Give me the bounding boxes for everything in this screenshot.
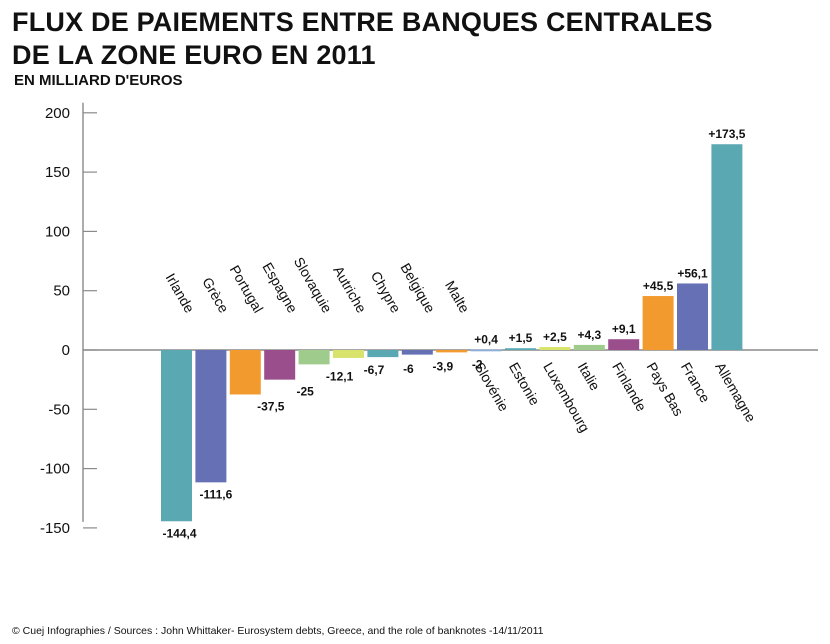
data-label: -3,9: [432, 360, 453, 374]
bar-group: -144,4 Irlande: [161, 270, 198, 540]
data-label: +9,1: [612, 322, 636, 336]
bar: [333, 350, 364, 358]
data-label: -12,1: [326, 369, 354, 383]
bar: [505, 348, 536, 351]
x-tick-label: Portugal: [227, 262, 267, 315]
x-tick-label: Chypre: [368, 268, 405, 315]
x-tick-label: Malte: [442, 278, 473, 316]
bar-group: -2 Malte: [436, 278, 483, 371]
bar: [573, 344, 605, 350]
bar: [436, 350, 468, 353]
bar: [401, 350, 433, 355]
data-label: +2,5: [543, 330, 567, 344]
bar: [195, 350, 227, 483]
y-tick-label: -100: [40, 461, 70, 478]
data-label: -6,7: [364, 363, 385, 377]
chart-title: FLUX DE PAIEMENTS ENTRE BANQUES CENTRALE…: [12, 6, 713, 72]
data-label: +4,3: [577, 328, 601, 342]
data-label: -144,4: [162, 526, 196, 540]
data-label: +1,5: [509, 331, 533, 345]
y-tick-label: -50: [48, 401, 70, 418]
y-tick-label: 150: [45, 164, 70, 181]
data-label: -2: [472, 357, 483, 371]
y-tick-label: -150: [40, 520, 70, 537]
x-tick-label: Allemagne: [712, 360, 759, 425]
chart-subtitle: EN MILLIARD D'EUROS: [14, 72, 183, 89]
x-tick-label: Italie: [575, 360, 604, 394]
data-label: +56,1: [677, 266, 708, 280]
bar-group: +173,5 Allemagne: [708, 127, 759, 425]
bar: [539, 347, 571, 350]
source-credit: © Cuej Infographies / Sources : John Whi…: [12, 625, 544, 637]
bar: [608, 339, 640, 350]
x-tick-label: Autriche: [330, 263, 370, 316]
bar: [677, 283, 708, 350]
bar-group: +4,3 Italie: [573, 328, 605, 394]
x-tick-label: France: [678, 360, 714, 406]
y-tick-label: 0: [62, 342, 70, 359]
bar-group: +56,1 France: [677, 266, 714, 405]
bar: [298, 350, 330, 365]
data-label: -25: [297, 385, 315, 399]
bar-group: +1,5 Estonie: [505, 331, 543, 408]
data-label: +0,4: [474, 333, 498, 347]
x-tick-label: Irlande: [162, 270, 197, 315]
data-label: -111,6: [200, 487, 233, 501]
data-label: +173,5: [708, 127, 745, 141]
bar: [367, 350, 399, 358]
y-tick-label: 50: [53, 283, 70, 300]
chart-title-line-1: FLUX DE PAIEMENTS ENTRE BANQUES CENTRALE…: [12, 7, 713, 37]
y-tick-label: 200: [45, 105, 70, 122]
x-tick-label: Estonie: [506, 360, 543, 409]
chart-title-line-2: DE LA ZONE EURO EN 2011: [12, 40, 376, 70]
data-label: -37,5: [257, 399, 285, 413]
bar: [642, 296, 674, 350]
bar: [161, 350, 192, 522]
y-tick-label: 100: [45, 223, 70, 240]
data-label: -6: [403, 362, 414, 376]
bar-group: -111,6 Grèce: [195, 274, 233, 501]
bar: [229, 350, 261, 395]
x-tick-label: Grèce: [199, 274, 232, 315]
bar: [264, 350, 296, 380]
bar: [711, 144, 743, 350]
bar: [470, 349, 502, 352]
data-label: +45,5: [643, 279, 674, 293]
